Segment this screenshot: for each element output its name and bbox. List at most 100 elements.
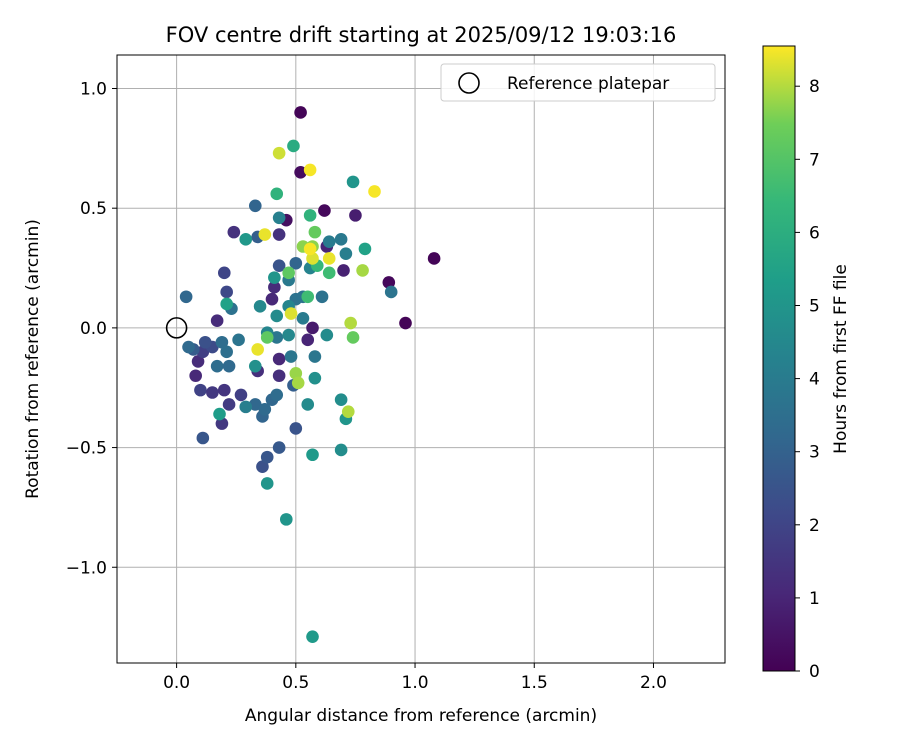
data-point xyxy=(306,321,319,335)
data-point xyxy=(279,513,293,526)
data-point xyxy=(260,477,274,490)
data-point xyxy=(206,386,219,399)
data-point xyxy=(382,276,396,289)
data-point xyxy=(427,252,441,265)
data-point xyxy=(308,371,322,385)
data-point xyxy=(213,407,226,421)
grid xyxy=(117,55,725,663)
data-point xyxy=(270,187,284,201)
data-point xyxy=(334,393,348,406)
legend-reference-label: Reference platepar xyxy=(507,74,669,94)
data-point xyxy=(308,225,322,239)
data-point xyxy=(220,285,233,299)
data-point xyxy=(234,388,248,402)
data-point xyxy=(337,264,350,277)
data-point xyxy=(194,383,207,397)
data-point xyxy=(334,443,348,457)
data-point xyxy=(232,333,245,347)
data-point xyxy=(248,398,262,411)
colorbar-tick-label: 4 xyxy=(809,370,820,390)
colorbar: 0 1 2 3 4 5 6 7 8 Hours from first FF file xyxy=(762,45,851,682)
data-point xyxy=(258,402,272,416)
data-point xyxy=(227,225,241,239)
data-point xyxy=(306,252,319,265)
colorbar-tick-label: 2 xyxy=(809,516,820,536)
data-point xyxy=(272,441,286,454)
data-point xyxy=(284,307,298,320)
data-point xyxy=(284,350,298,363)
data-point xyxy=(239,233,253,246)
data-point xyxy=(220,345,233,359)
y-tick-label: 1.0 xyxy=(80,80,107,100)
data-point xyxy=(270,331,284,344)
data-point xyxy=(272,369,286,383)
data-point xyxy=(272,211,286,225)
chart-title: FOV centre drift starting at 2025/09/12 … xyxy=(166,23,677,47)
data-point xyxy=(303,163,317,177)
legend-box xyxy=(440,63,716,102)
y-tick-label: −1.0 xyxy=(66,558,107,578)
data-point xyxy=(179,290,193,304)
colorbar-tick-label: 3 xyxy=(809,443,820,463)
colorbar-tick-label: 0 xyxy=(809,662,820,682)
data-point xyxy=(260,331,274,344)
y-axis-label: Rotation from reference (arcmin) xyxy=(23,219,43,499)
data-point xyxy=(248,359,262,373)
data-point xyxy=(258,228,272,241)
data-point xyxy=(322,235,336,249)
data-point xyxy=(196,431,210,445)
data-point xyxy=(272,259,286,272)
data-point xyxy=(346,175,360,189)
data-point xyxy=(301,398,315,411)
data-point xyxy=(222,398,236,411)
data-point xyxy=(270,388,284,402)
y-tick-label: 0.0 xyxy=(80,319,107,339)
y-tick-label: −0.5 xyxy=(66,439,107,459)
data-point xyxy=(287,139,300,153)
data-point xyxy=(268,280,281,294)
data-point xyxy=(260,450,274,464)
data-point xyxy=(334,233,348,246)
data-point xyxy=(251,343,264,356)
data-point xyxy=(303,242,317,256)
data-point xyxy=(399,316,412,330)
data-point xyxy=(384,285,398,299)
legend: Reference platepar xyxy=(440,63,716,102)
data-point xyxy=(198,335,212,349)
data-point xyxy=(215,335,229,349)
colorbar-tick-label: 7 xyxy=(809,150,820,170)
data-point xyxy=(256,460,269,474)
data-point xyxy=(217,266,231,280)
data-point xyxy=(268,271,281,284)
data-point xyxy=(272,146,286,160)
data-point xyxy=(368,185,381,198)
x-tick-label: 1.0 xyxy=(402,673,429,693)
data-point xyxy=(265,292,279,306)
data-point xyxy=(344,316,357,330)
data-point xyxy=(270,309,284,323)
data-point xyxy=(210,359,224,373)
x-tick-label: 2.0 xyxy=(640,673,667,693)
data-point xyxy=(346,331,360,344)
data-point xyxy=(315,290,329,304)
data-point xyxy=(306,448,319,462)
colorbar-tick-label: 5 xyxy=(809,297,820,317)
data-point xyxy=(182,340,195,354)
data-point xyxy=(272,352,286,366)
data-point xyxy=(220,297,233,311)
data-point xyxy=(248,199,262,213)
colorbar-gradient xyxy=(762,45,796,672)
data-point xyxy=(301,333,315,347)
data-point xyxy=(210,314,224,328)
data-point xyxy=(318,204,331,217)
data-point xyxy=(282,266,295,280)
data-point xyxy=(339,247,353,260)
colorbar-label: Hours from first FF file xyxy=(831,264,851,454)
data-point xyxy=(253,300,267,313)
data-points xyxy=(179,106,441,643)
data-point xyxy=(301,290,315,304)
data-point xyxy=(217,383,231,397)
colorbar-tick-label: 1 xyxy=(809,589,820,609)
data-point xyxy=(341,405,355,418)
